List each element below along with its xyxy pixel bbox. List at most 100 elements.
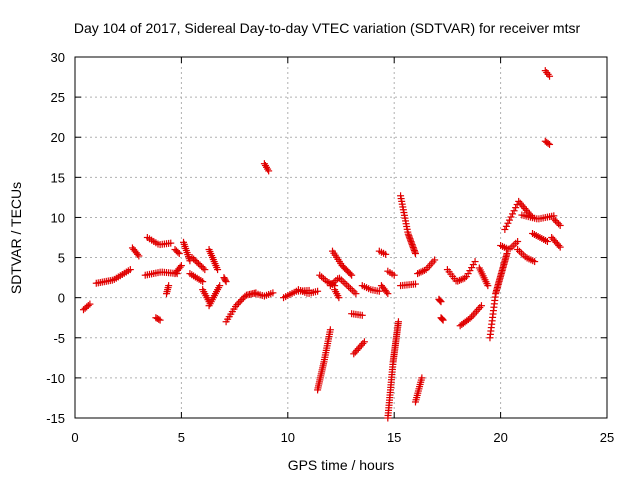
plot-frame — [74, 56, 608, 419]
data-point — [419, 267, 427, 275]
data-point — [531, 258, 539, 266]
data-point — [438, 315, 446, 323]
data-point — [501, 225, 509, 233]
data-point — [504, 219, 512, 227]
data-point — [174, 248, 182, 256]
data-point — [456, 276, 464, 284]
data-point — [553, 218, 561, 226]
x-tick-label: 15 — [387, 430, 401, 445]
data-point — [555, 220, 563, 228]
axis-ticks — [74, 56, 608, 419]
data-point — [134, 250, 142, 258]
data-point — [546, 140, 554, 148]
y-tick-label: 0 — [58, 291, 65, 306]
data-point — [505, 216, 513, 224]
data-point — [436, 296, 444, 304]
y-tick-label: -10 — [46, 371, 65, 386]
data-point — [543, 238, 551, 246]
data-point — [509, 210, 517, 218]
data-point — [466, 314, 474, 322]
data-point — [193, 258, 201, 266]
data-point — [190, 255, 198, 263]
data-point — [551, 217, 559, 225]
data-point — [156, 316, 164, 324]
data-point — [199, 264, 207, 272]
data-point — [345, 283, 353, 291]
data-point — [464, 270, 472, 278]
data-point — [358, 311, 366, 319]
y-tick-label: 15 — [51, 170, 65, 185]
data-point — [360, 338, 368, 346]
y-tick-label: 20 — [51, 130, 65, 145]
data-point — [238, 296, 246, 304]
data-point — [198, 263, 206, 271]
data-point — [394, 318, 402, 326]
data-point — [177, 262, 185, 270]
data-point — [241, 292, 249, 300]
data-point — [544, 139, 552, 147]
data-point — [84, 301, 92, 309]
data-point — [155, 315, 163, 323]
data-point — [556, 221, 564, 229]
data-point — [415, 269, 423, 277]
y-tick-label: 10 — [51, 210, 65, 225]
data-point — [484, 282, 492, 290]
data-point — [468, 264, 476, 272]
data-point — [417, 268, 425, 276]
data-point — [176, 263, 184, 271]
data-point — [351, 348, 359, 356]
data-point — [466, 267, 474, 275]
data-point — [514, 238, 522, 246]
data-point — [431, 256, 439, 264]
chart-title: Day 104 of 2017, Sidereal Day-to-day VTE… — [74, 20, 581, 36]
data-point — [194, 260, 202, 268]
data-point — [196, 261, 204, 269]
data-point — [356, 343, 364, 351]
data-point — [354, 345, 362, 353]
data-point — [348, 286, 356, 294]
data-point — [546, 72, 554, 80]
data-point — [521, 205, 529, 213]
data-point — [518, 201, 526, 209]
data-point — [135, 252, 143, 260]
data-point — [436, 297, 444, 305]
data-point — [516, 199, 524, 207]
data-point — [454, 277, 462, 285]
data-point — [167, 239, 175, 247]
x-tick-label: 10 — [281, 430, 295, 445]
data-point — [86, 300, 94, 308]
y-tick-label: 30 — [51, 50, 65, 65]
y-tick-label: -5 — [53, 331, 65, 346]
data-point — [502, 222, 510, 230]
x-axis-label: GPS time / hours — [288, 457, 395, 473]
data-point — [214, 266, 222, 274]
data-point — [269, 289, 277, 297]
y-tick-labels: -15 -10 -5 0 5 10 15 20 25 30 — [46, 50, 65, 426]
y-axis-label: SDTVAR / TECUs — [8, 182, 24, 294]
data-point — [350, 288, 358, 296]
y-tick-label: 25 — [51, 90, 65, 105]
data-point — [191, 257, 199, 265]
data-point — [359, 340, 367, 348]
y-tick-label: -15 — [46, 411, 65, 426]
data-point — [503, 250, 511, 258]
data-point — [550, 215, 558, 223]
data-point — [188, 254, 196, 262]
data-point — [375, 287, 383, 295]
data-point — [383, 288, 391, 296]
data-point — [507, 213, 515, 221]
data-point — [222, 278, 230, 286]
x-tick-labels: 0 5 10 15 20 25 — [71, 430, 614, 445]
data-point — [411, 280, 419, 288]
data-point — [350, 350, 358, 358]
data-point — [519, 203, 527, 211]
data-point — [221, 276, 229, 284]
x-tick-label: 5 — [178, 430, 185, 445]
data-point — [337, 276, 345, 284]
data-point — [510, 207, 518, 215]
data-point — [201, 266, 209, 274]
data-point — [357, 341, 365, 349]
data-point — [165, 282, 173, 290]
data-point — [414, 270, 422, 278]
